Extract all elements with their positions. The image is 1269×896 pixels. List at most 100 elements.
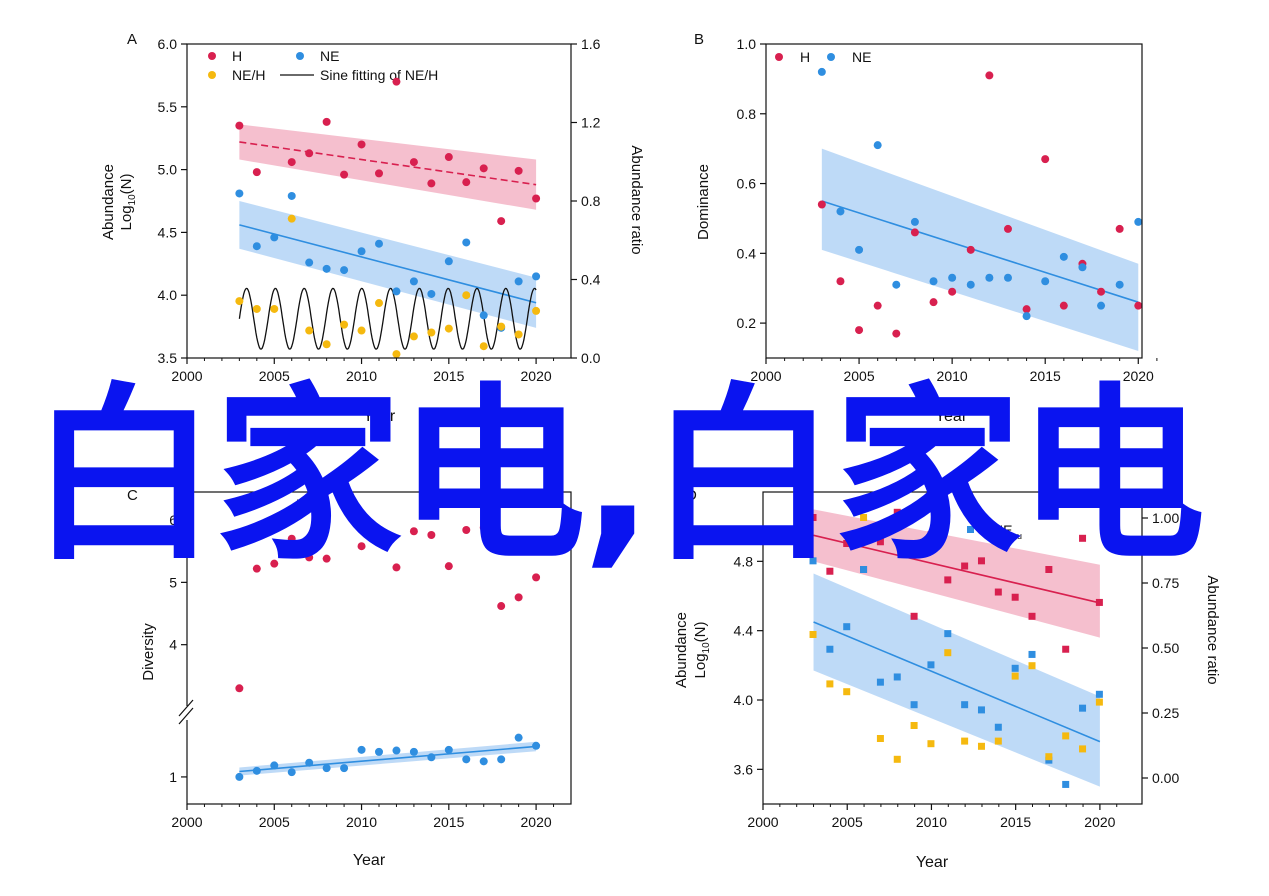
x-tick-label: 2020 [521, 368, 552, 384]
ne-h-ratio-point [409, 332, 418, 341]
ne-h-ratio-point [843, 688, 851, 696]
legend-ne-label: NE [320, 48, 339, 64]
ne-point [392, 287, 401, 296]
h-point [948, 287, 957, 296]
ne-h-ratio-point [994, 737, 1002, 745]
y2-tick-label: 1.00 [1152, 510, 1179, 526]
ne-h-ratio-point [961, 737, 969, 745]
ne-h-ratio-point [977, 742, 985, 750]
h-point [892, 329, 901, 338]
y-tick-label: 5.5 [158, 99, 178, 115]
ne-point [1022, 312, 1031, 321]
h-point [1097, 287, 1106, 296]
ne-point [479, 311, 488, 320]
x-tick-label: 2005 [832, 814, 863, 830]
ne-point [462, 755, 471, 764]
panel-c-plot: 2000 2005 2010 2015 2020 1 4 5 6 [169, 491, 572, 830]
ne-h-ratio-point [1079, 745, 1087, 753]
panel-b-plot: 2000 2005 2010 2015 2020 0.2 0.4 0.6 0.8 1.0 [737, 36, 1158, 384]
ne-fit-line [821, 200, 1139, 303]
ne-h-ratio-point [1045, 753, 1053, 761]
h-point [375, 531, 383, 539]
legend-neh-marker [208, 71, 216, 79]
a-xlabel: Year [363, 408, 396, 425]
ne-point [497, 755, 506, 764]
ne-h-ratio-point [235, 297, 244, 306]
h-point [994, 588, 1002, 596]
ne-point [235, 772, 244, 781]
ne-h-ratio-point [809, 631, 817, 638]
ne-point [409, 747, 418, 756]
ne-point [235, 189, 244, 198]
y-tick-label: 1 [169, 769, 177, 785]
legend-nesu-label: NEsu [993, 522, 1022, 541]
h-point [514, 166, 523, 175]
ne-h-ratio-point [532, 306, 541, 315]
d-ylabel-line1: Abundance [673, 612, 690, 688]
ne-point [1134, 217, 1143, 226]
ne-point [514, 733, 523, 742]
panel-a-plot: 2000 2005 2010 2015 2020 3.5 4.0 4.5 5.0 5.5 6.0 0.… [158, 36, 601, 384]
y-tick-label: 4.0 [158, 287, 178, 303]
ne-h-ratio-point [497, 322, 506, 331]
ne-point [1059, 252, 1068, 261]
h-point [1011, 593, 1019, 601]
h-point [305, 553, 314, 562]
legend-ne-label: NE [852, 49, 871, 65]
h-point [322, 117, 331, 126]
ne-point [961, 701, 969, 709]
legend-nesu-marker [967, 526, 974, 533]
h-point [252, 564, 261, 573]
h-point [876, 538, 884, 546]
ne-point [514, 277, 523, 286]
ne-point [1028, 650, 1036, 658]
h-point [1079, 534, 1087, 542]
y2-tick-label: 1.2 [581, 115, 601, 131]
panel-a-legend: H NE NE/H Sine fitting of NE/H [208, 48, 438, 83]
y-tick-label: 5.0 [158, 162, 178, 178]
y2-tick-label: 1.6 [581, 36, 601, 52]
panel-b-label: B [694, 31, 704, 48]
h-point [1003, 224, 1012, 233]
h-point [392, 563, 401, 572]
legend-h-label: H [232, 48, 242, 64]
ne-h-ratio-point [876, 735, 884, 742]
h-fit-line [813, 534, 1101, 604]
y-tick-label: 6 [169, 512, 177, 528]
d-y2label: Abundance ratio [1204, 575, 1221, 684]
h-confidence-band [239, 124, 537, 210]
ne-h-ratio-point [462, 291, 471, 300]
ne-h-ratio-point [944, 649, 952, 657]
ne-point [873, 141, 882, 150]
ne-point [340, 266, 349, 275]
h-point [1041, 155, 1050, 164]
ne-point [994, 723, 1002, 731]
h-point [977, 557, 985, 565]
y-tick-label: 0.6 [737, 176, 757, 192]
c-ylabel: Diversity [140, 623, 157, 681]
a-ylabel-line2: Log10(N) [118, 174, 138, 231]
ne-h-ratio-point [270, 304, 279, 313]
h-point [927, 531, 935, 539]
x-tick-label: 2010 [346, 814, 377, 830]
h-point [357, 542, 366, 551]
ne-h-ratio-point [375, 299, 383, 308]
h-point [252, 168, 261, 177]
ne-point [855, 245, 864, 254]
ne-h-ratio-point [444, 324, 453, 333]
h-point [873, 301, 882, 310]
y2-tick-label: 0.50 [1152, 640, 1179, 656]
ne-point [322, 264, 331, 273]
h-point [910, 612, 918, 620]
y-tick-label: 3.6 [734, 761, 754, 777]
ne-h-ratio-point [514, 330, 523, 339]
ne-h-ratio-point [357, 326, 366, 335]
x-tick-label: 2020 [1123, 368, 1154, 384]
h-point [532, 573, 541, 582]
ne-h-ratio-point [1062, 732, 1070, 740]
y2-tick-label: 0.25 [1152, 705, 1179, 721]
ne-h-ratio-point [305, 326, 314, 335]
ne-point [444, 745, 453, 754]
h-point [966, 245, 975, 254]
